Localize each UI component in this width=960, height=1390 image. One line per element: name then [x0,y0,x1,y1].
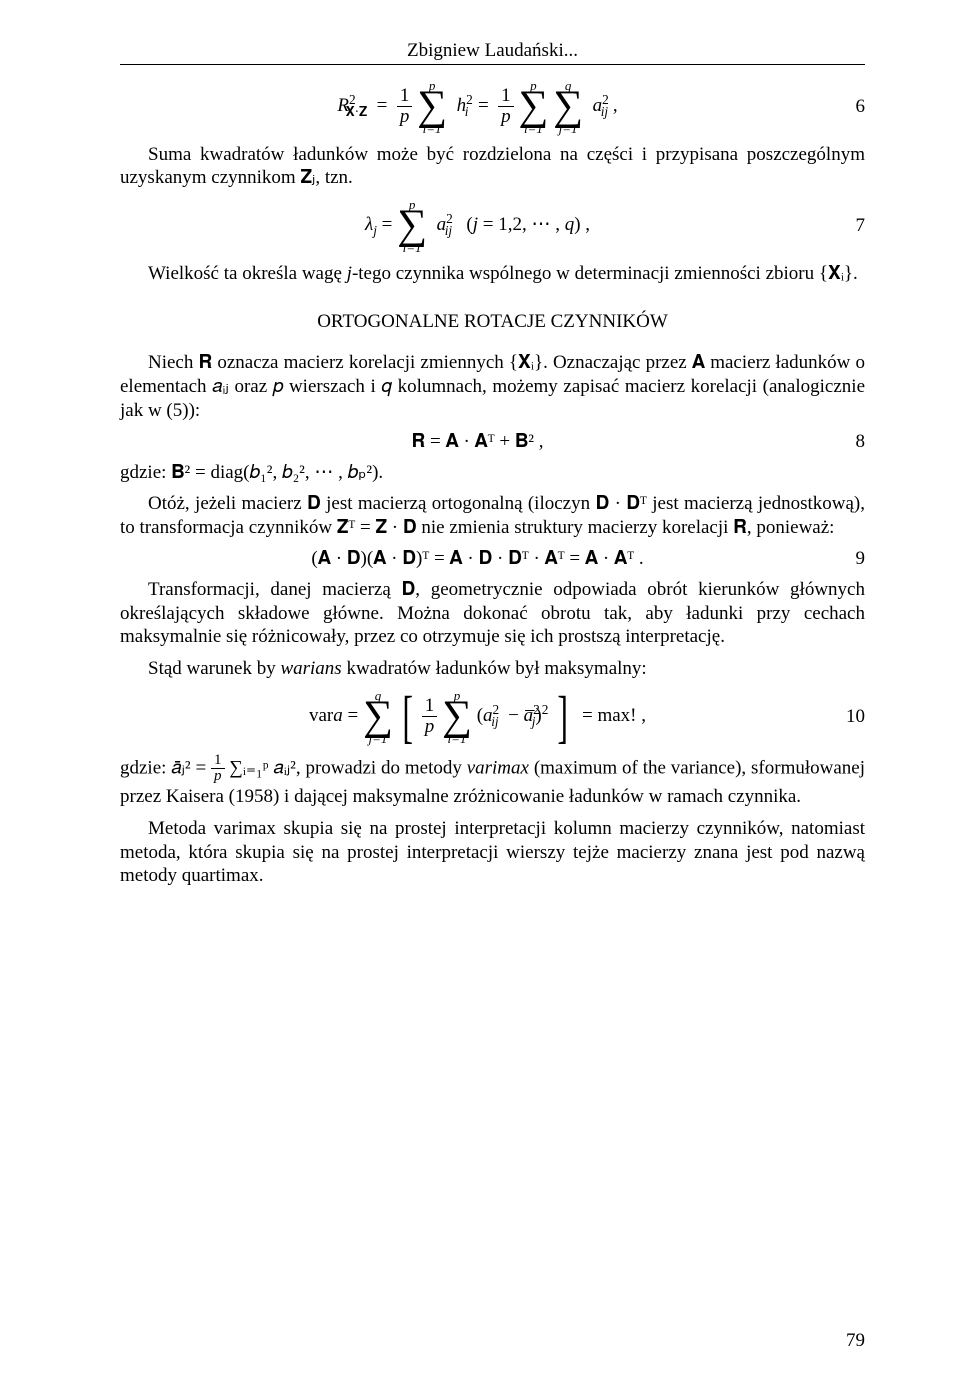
para8-a: gdzie: 𝑎̄ⱼ² = [120,757,211,778]
page-header-author: Zbigniew Laudański... [120,40,865,62]
paragraph-4: gdzie: 𝐁² = diag(𝑏₁², 𝑏₂², ⋯ , 𝑏ₚ²). [120,461,865,485]
equation-9-body: (𝐀 · 𝐃)(𝐀 · 𝐃)ᵀ = 𝐀 · 𝐃 · 𝐃ᵀ · 𝐀ᵀ = 𝐀 · … [120,548,835,570]
paragraph-3: Niech 𝐑 oznacza macierz korelacji zmienn… [120,351,865,422]
paragraph-7: Stąd warunek by warians kwadratów ładunk… [120,657,865,681]
equation-10: vara = q∑j=1 [ 1p p∑i=1 (a2ij − a̅2j)2 ]… [120,689,865,745]
para8-varimax: varimax [467,757,529,778]
equation-7: λj = p∑i=1 a2ij (j = 1,2, ⋯ , q) , 7 [120,198,865,254]
para8-b: ∑ᵢ₌₁ᵖ 𝑎ᵢⱼ², prowadzi do metody [229,757,466,778]
equation-9-number: 9 [835,548,865,570]
para7-pre: Stąd warunek by [148,658,280,679]
equation-6-number: 6 [835,96,865,118]
para7-warians: warians [280,658,341,679]
equation-7-body: λj = p∑i=1 a2ij (j = 1,2, ⋯ , q) , [120,198,835,254]
equation-9: (𝐀 · 𝐃)(𝐀 · 𝐃)ᵀ = 𝐀 · 𝐃 · 𝐃ᵀ · 𝐀ᵀ = 𝐀 · … [120,548,865,570]
paragraph-6: Transformacji, danej macierzą 𝐃, geometr… [120,578,865,649]
section-title-rotacje: ORTOGONALNE ROTACJE CZYNNIKÓW [120,311,865,333]
paragraph-8: gdzie: 𝑎̄ⱼ² = 1p ∑ᵢ₌₁ᵖ 𝑎ᵢⱼ², prowadzi do… [120,753,865,809]
equation-8-body: 𝐑 = 𝐀 · 𝐀ᵀ + 𝐁² , [120,431,835,453]
paragraph-9: Metoda varimax skupia się na prostej int… [120,817,865,888]
para7-post: kwadratów ładunków był maksymalny: [342,658,647,679]
page: Zbigniew Laudański... R2𝐗·𝐙 = 1p p∑i=1 h… [0,0,960,1390]
paragraph-2: Wielkość ta określa wagę j-tego czynnika… [120,262,865,286]
equation-8-number: 8 [835,431,865,453]
header-rule [120,64,865,65]
page-number: 79 [846,1330,865,1352]
equation-6: R2𝐗·𝐙 = 1p p∑i=1 h2i = 1p p∑i=1 q∑j=1 a2… [120,79,865,135]
equation-10-body: vara = q∑j=1 [ 1p p∑i=1 (a2ij − a̅2j)2 ]… [120,689,835,745]
paragraph-5: Otóż, jeżeli macierz 𝐃 jest macierzą ort… [120,492,865,540]
para2-post: -tego czynnika wspólnego w determinacji … [352,263,858,284]
equation-8: 𝐑 = 𝐀 · 𝐀ᵀ + 𝐁² , 8 [120,431,865,453]
equation-10-number: 10 [835,706,865,728]
para2-pre: Wielkość ta określa wagę [148,263,347,284]
equation-7-number: 7 [835,215,865,237]
equation-6-body: R2𝐗·𝐙 = 1p p∑i=1 h2i = 1p p∑i=1 q∑j=1 a2… [120,79,835,135]
paragraph-1: Suma kwadratów ładunków może być rozdzie… [120,143,865,191]
